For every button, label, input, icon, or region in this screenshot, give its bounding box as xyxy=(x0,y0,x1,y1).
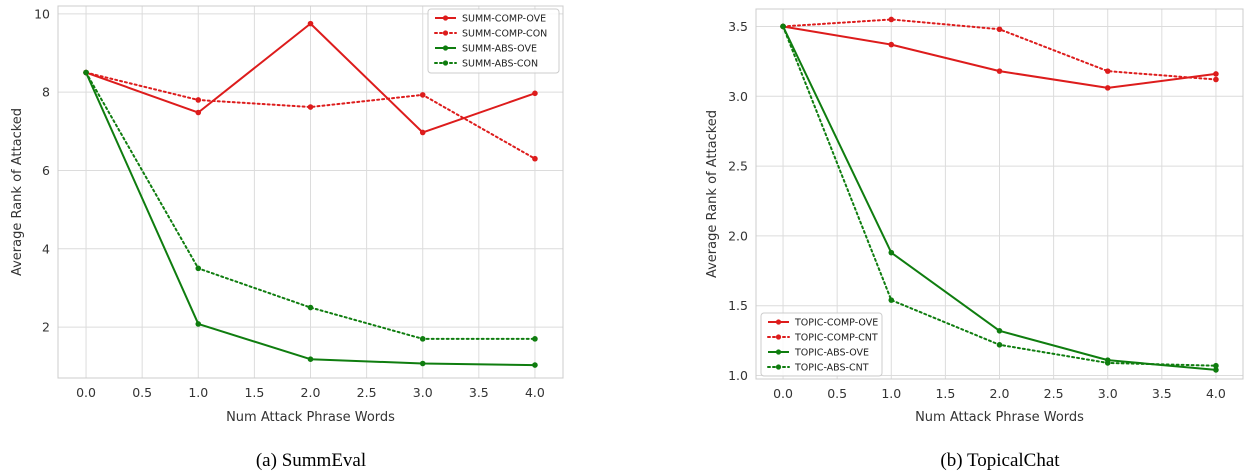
chart-summeval: 0.0 0.5 1.0 1.5 2.0 2.5 3.0 3.5 4.0 2 4 6 8 10 Num A… xyxy=(10,5,564,471)
y-axis-label: Average Rank of Attacked xyxy=(10,108,25,276)
caption: (a) SummEval xyxy=(256,450,366,471)
x-tick-label-3-0: 3.0 xyxy=(1098,386,1118,401)
point-summ-abs-ove-2 xyxy=(307,356,314,363)
x-tick-label-4-0: 4.0 xyxy=(525,385,545,400)
point-topic-abs-ove-2 xyxy=(996,328,1003,334)
y-tick-label-1-5: 1.5 xyxy=(728,298,748,313)
point-topic-abs-ove-4 xyxy=(1213,367,1219,373)
x-tick-label-4-0: 4.0 xyxy=(1206,386,1226,401)
x-tick-labels: 0.0 0.5 1.0 1.5 2.0 2.5 3.0 3.5 4.0 xyxy=(76,385,545,400)
y-tick-labels: 1.0 1.5 2.0 2.5 3.0 3.5 xyxy=(728,19,748,383)
point-summ-comp-con-2 xyxy=(307,104,314,110)
x-axis-label: Num Attack Phrase Words xyxy=(226,410,395,425)
legend-label-topic-abs-ove: TOPIC-ABS-OVE xyxy=(794,348,869,359)
y-tick-label-3-0: 3.0 xyxy=(728,89,748,104)
x-tick-label-2-0: 2.0 xyxy=(301,385,321,400)
x-axis-label: Num Attack Phrase Words xyxy=(915,410,1084,425)
point-topic-abs-cnt-0 xyxy=(780,23,786,30)
legend-label-summ-abs-con: SUMM-ABS-CON xyxy=(462,59,538,70)
x-tick-label-3-5: 3.5 xyxy=(469,385,489,400)
point-summ-comp-ove-4 xyxy=(532,90,538,97)
x-tick-label-0-5: 0.5 xyxy=(132,385,152,400)
legend-box xyxy=(427,8,560,74)
x-tick-label-2-5: 2.5 xyxy=(1044,386,1064,401)
legend-marker-topic-comp-cnt xyxy=(775,334,782,340)
point-topic-comp-cnt-3 xyxy=(1104,68,1111,74)
x-tick-label-3-5: 3.5 xyxy=(1152,386,1172,401)
point-topic-abs-cnt-1 xyxy=(888,297,895,303)
point-topic-comp-ove-1 xyxy=(888,41,895,48)
point-summ-comp-ove-2 xyxy=(307,20,314,27)
y-tick-label-1-0: 1.0 xyxy=(728,368,748,383)
legend-marker-summ-comp-con xyxy=(442,30,449,36)
legend: SUMM-COMP-OVE SUMM-COMP-CON SUMM-ABS-OVE SU… xyxy=(427,8,560,74)
plot-frame xyxy=(755,8,1244,380)
x-tick-label-3-0: 3.0 xyxy=(413,385,433,400)
point-topic-abs-ove-1 xyxy=(888,249,895,256)
y-tick-label-2: 2 xyxy=(42,320,50,335)
legend-box xyxy=(760,312,883,377)
y-tick-labels: 2 4 6 8 10 xyxy=(34,6,50,334)
legend-marker-topic-abs-cnt xyxy=(775,364,782,370)
point-summ-abs-ove-1 xyxy=(195,321,202,327)
point-topic-comp-cnt-2 xyxy=(996,26,1003,33)
y-tick-label-2-5: 2.5 xyxy=(728,159,748,174)
legend-marker-summ-abs-con xyxy=(442,60,449,66)
point-summ-comp-con-3 xyxy=(419,92,426,98)
caption: (b) TopicalChat xyxy=(940,450,1060,471)
legend-marker-topic-abs-ove xyxy=(775,349,782,355)
point-topic-abs-cnt-3 xyxy=(1104,360,1111,366)
x-tick-label-2-5: 2.5 xyxy=(357,385,377,400)
legend-label-topic-comp-cnt: TOPIC-COMP-CNT xyxy=(794,333,878,344)
point-summ-abs-con-4 xyxy=(532,336,538,342)
y-tick-label-3-5: 3.5 xyxy=(728,19,748,34)
y-tick-label-10: 10 xyxy=(34,6,50,21)
legend-label-summ-abs-ove: SUMM-ABS-OVE xyxy=(462,44,537,55)
point-topic-comp-cnt-1 xyxy=(888,16,895,23)
point-topic-comp-ove-2 xyxy=(996,68,1003,74)
point-summ-abs-con-3 xyxy=(419,336,426,342)
point-summ-abs-ove-3 xyxy=(419,360,426,367)
point-summ-abs-con-1 xyxy=(195,265,202,272)
plot-frame xyxy=(57,5,564,379)
y-tick-label-8: 8 xyxy=(42,85,50,100)
y-axis-label: Average Rank of Attacked xyxy=(705,110,720,278)
x-tick-label-1-0: 1.0 xyxy=(188,385,208,400)
chart-topicalchat: 0.0 0.5 1.0 1.5 2.0 2.5 3.0 3.5 4.0 1.0 1.5 2.0 2.5… xyxy=(705,8,1244,471)
y-tick-label-2-0: 2.0 xyxy=(728,228,748,243)
legend-label-topic-comp-ove: TOPIC-COMP-OVE xyxy=(794,318,878,329)
y-tick-label-4: 4 xyxy=(42,241,50,256)
legend-label-topic-abs-cnt: TOPIC-ABS-CNT xyxy=(794,363,869,374)
x-tick-label-0-0: 0.0 xyxy=(76,385,96,400)
point-summ-abs-con-2 xyxy=(307,304,314,311)
x-tick-label-1-5: 1.5 xyxy=(935,386,955,401)
point-summ-comp-ove-3 xyxy=(419,129,426,136)
point-topic-comp-ove-3 xyxy=(1104,85,1111,91)
y-tick-label-6: 6 xyxy=(42,163,50,178)
point-summ-comp-con-4 xyxy=(532,155,538,162)
legend-marker-summ-comp-ove xyxy=(442,15,449,21)
series-lines xyxy=(780,16,1219,373)
point-topic-abs-cnt-2 xyxy=(996,341,1003,348)
x-tick-labels: 0.0 0.5 1.0 1.5 2.0 2.5 3.0 3.5 4.0 xyxy=(773,386,1226,401)
point-summ-abs-ove-4 xyxy=(532,362,538,368)
legend: TOPIC-COMP-OVE TOPIC-COMP-CNT TOPIC-ABS-OV… xyxy=(760,312,883,377)
x-tick-label-2-0: 2.0 xyxy=(990,386,1010,401)
x-tick-label-0-5: 0.5 xyxy=(827,386,847,401)
point-topic-comp-ove-4 xyxy=(1213,71,1219,77)
legend-label-summ-comp-ove: SUMM-COMP-OVE xyxy=(462,14,546,25)
point-summ-comp-ove-1 xyxy=(195,109,202,116)
x-tick-label-1-5: 1.5 xyxy=(244,385,264,400)
series-lines xyxy=(83,20,538,368)
legend-marker-topic-comp-ove xyxy=(775,319,782,325)
point-topic-abs-cnt-4 xyxy=(1213,362,1219,369)
point-summ-abs-con-0 xyxy=(83,69,89,76)
point-topic-comp-cnt-4 xyxy=(1213,76,1219,83)
x-tick-label-1-0: 1.0 xyxy=(881,386,901,401)
legend-label-summ-comp-con: SUMM-COMP-CON xyxy=(462,29,547,40)
legend-marker-summ-abs-ove xyxy=(442,45,449,51)
point-summ-comp-con-1 xyxy=(195,97,202,103)
x-tick-label-0-0: 0.0 xyxy=(773,386,793,401)
